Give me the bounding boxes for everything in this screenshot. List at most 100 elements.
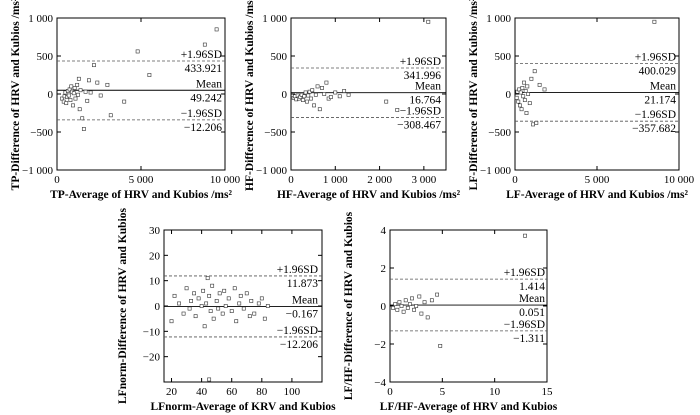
x-tick-label: 0	[512, 174, 518, 186]
data-point	[397, 300, 402, 305]
data-point	[234, 319, 239, 324]
data-point	[202, 42, 207, 47]
data-point	[177, 301, 181, 306]
data-point	[207, 293, 212, 298]
data-point	[405, 305, 410, 310]
data-point	[71, 91, 76, 96]
data-point	[202, 324, 207, 329]
data-point	[393, 302, 398, 307]
data-point	[342, 89, 347, 93]
x-tick-label: 20	[166, 386, 178, 398]
data-point	[337, 94, 342, 99]
limit-annotation: 341.996	[404, 70, 442, 82]
data-point	[525, 84, 530, 89]
data-point	[75, 82, 80, 87]
data-point	[147, 73, 152, 77]
limit-annotation: +1.96SD	[504, 267, 545, 279]
x-tick-label: 10 000	[210, 174, 241, 186]
y-tick-label: −500	[264, 127, 287, 139]
data-point	[523, 89, 528, 93]
limit-annotation: Mean	[650, 80, 676, 92]
data-point	[181, 311, 186, 316]
data-point	[526, 92, 531, 96]
data-point	[391, 305, 396, 310]
data-point	[238, 293, 243, 298]
data-point	[241, 306, 246, 311]
data-point	[87, 78, 91, 83]
x-axis-title: LF/HF-Average of HRV and Kubios	[380, 401, 558, 413]
limit-annotation: −1.311	[513, 333, 545, 345]
data-point	[207, 377, 212, 382]
data-point	[417, 294, 422, 299]
limit-annotation: Mean	[415, 81, 441, 93]
x-tick-label: 0	[387, 386, 393, 398]
data-point	[222, 288, 227, 293]
x-axis-title: HF-Average of HRV and Kubios /ms²	[277, 189, 461, 201]
data-point	[317, 107, 322, 112]
limit-annotation: −1.96SD	[504, 319, 545, 331]
data-point	[76, 76, 81, 81]
data-point	[214, 299, 219, 303]
data-point	[403, 298, 408, 303]
data-point	[184, 286, 189, 291]
data-point	[524, 111, 529, 115]
data-point	[214, 27, 219, 32]
y-tick-label: −500	[30, 127, 53, 139]
limit-annotation: +1.96SD	[277, 264, 318, 276]
y-tick-label: 1 000	[262, 13, 287, 25]
x-tick-label: 2 000	[367, 174, 392, 186]
x-tick-label: 3 000	[411, 174, 436, 186]
data-point	[262, 316, 267, 321]
data-point	[232, 286, 237, 291]
y-tick-label: 0	[282, 89, 288, 101]
x-axis-title: TP-Average of HRV and Kubios /ms²	[50, 189, 232, 201]
y-tick-label: −20	[143, 352, 161, 364]
y-axis-title: LF-Difference of HRV and Kubios /ms²	[468, 0, 480, 190]
data-point	[542, 87, 547, 92]
limit-annotation: 433.921	[185, 63, 223, 75]
limit-annotation: −308.467	[397, 119, 441, 131]
data-point	[522, 98, 527, 102]
data-point	[64, 101, 69, 106]
y-axis-title: HF-Difference of HRV and Kubios /ms²	[244, 0, 256, 191]
data-point	[77, 107, 82, 112]
data-point	[216, 306, 221, 311]
data-point	[310, 88, 315, 93]
limit-annotation: −1.96SD	[635, 109, 676, 121]
limit-annotation: Mean	[292, 294, 318, 306]
data-point	[384, 99, 389, 104]
data-point	[265, 304, 270, 308]
limit-annotation: 16.764	[409, 95, 441, 107]
limit-annotation: −12.206	[280, 339, 318, 351]
limit-annotation: −1.96SD	[277, 325, 318, 337]
data-point	[201, 288, 206, 293]
y-tick-label: −2	[374, 339, 386, 351]
x-tick-label: 5 000	[129, 174, 154, 186]
data-point	[189, 299, 193, 303]
y-tick-label: −4	[374, 377, 386, 389]
data-point	[412, 307, 416, 312]
data-point	[226, 296, 231, 301]
data-point	[92, 63, 96, 68]
data-point	[302, 94, 307, 99]
y-tick-label: −1 000	[480, 165, 511, 177]
data-point	[78, 88, 83, 93]
y-tick-label: 20	[149, 250, 161, 262]
data-point	[517, 87, 522, 92]
data-point	[306, 93, 311, 98]
limit-annotation: 21.174	[644, 94, 676, 106]
data-point	[199, 304, 204, 308]
data-point	[223, 304, 228, 308]
data-point	[301, 98, 305, 102]
data-point	[422, 300, 427, 305]
data-point	[532, 69, 537, 74]
data-point	[122, 99, 127, 104]
data-point	[210, 283, 215, 288]
y-tick-label: −1 000	[256, 165, 287, 177]
data-point	[81, 127, 86, 131]
data-point	[108, 113, 113, 118]
limit-annotation: Mean	[519, 293, 545, 305]
x-tick-label: 0	[54, 174, 60, 186]
data-point	[72, 86, 77, 90]
data-point	[534, 120, 539, 125]
